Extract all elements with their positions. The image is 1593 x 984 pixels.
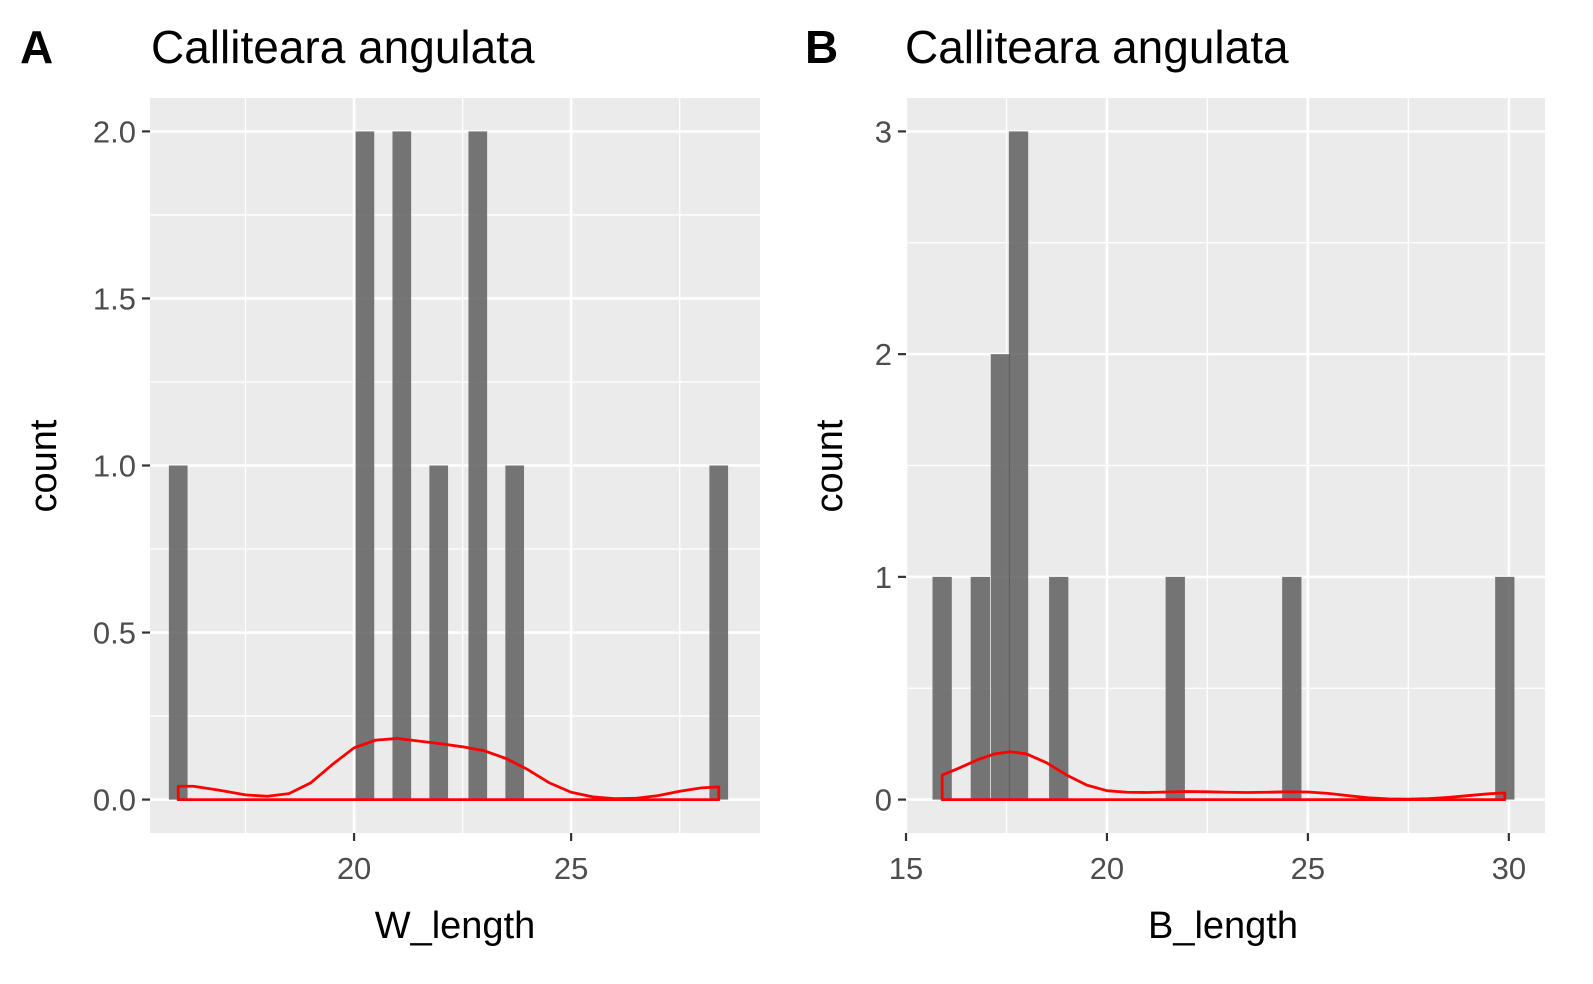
y-tick-label: 1.5 [93,281,136,316]
histogram-bar [1282,576,1302,800]
histogram-bar [355,131,375,800]
y-tick-label: 2 [875,337,892,372]
histogram-bar [468,131,488,800]
y-tick-label: 2.0 [93,114,136,149]
x-tick-label: 20 [1090,851,1124,886]
histogram-bar [392,131,412,800]
histogram-bar [1165,576,1185,800]
histogram-bar [1049,576,1069,800]
panel-letter: B [805,21,838,73]
x-tick-label: 30 [1492,851,1526,886]
x-axis-title: W_length [375,905,536,947]
plot-area: 0.0 0.5 1.0 1.5 2.0 20 25 [93,98,760,886]
y-tick-label: 1 [875,560,892,595]
plot-area: 0 1 2 3 15 20 25 30 [875,98,1545,886]
histogram-bar [1008,131,1029,800]
panel-a: A Calliteara angulata 0.0 0.5 1.0 1.5 2.0 20 2… [20,21,760,947]
y-tick-label: 0.0 [93,783,136,818]
panel-b: B Calliteara angulata 0 1 2 3 15 20 25 30 B_len… [805,21,1545,947]
histogram-bar [1495,576,1515,800]
y-axis-title: count [23,419,65,512]
histogram-bar [970,576,990,800]
histogram-bar [709,465,729,800]
density-curve [940,750,1507,801]
y-tick-label: 0 [875,783,892,818]
x-tick-label: 20 [337,851,371,886]
y-tick-label: 1.0 [93,449,136,484]
histogram-bar [505,465,525,800]
histogram-bar [168,465,188,800]
y-axis-title: count [809,419,851,512]
histogram-bar [990,354,1011,800]
density-curve [176,737,721,801]
panel-title: Calliteara angulata [905,21,1289,73]
x-tick-label: 25 [1291,851,1325,886]
x-tick-label: 15 [889,851,923,886]
histogram-bar [932,576,952,800]
y-tick-label: 0.5 [93,616,136,651]
y-tick-label: 3 [875,114,892,149]
x-axis-title: B_length [1148,905,1298,947]
x-tick-label: 25 [554,851,588,886]
panel-letter: A [20,21,53,73]
panel-title: Calliteara angulata [151,21,535,73]
histogram-bar [429,465,449,800]
